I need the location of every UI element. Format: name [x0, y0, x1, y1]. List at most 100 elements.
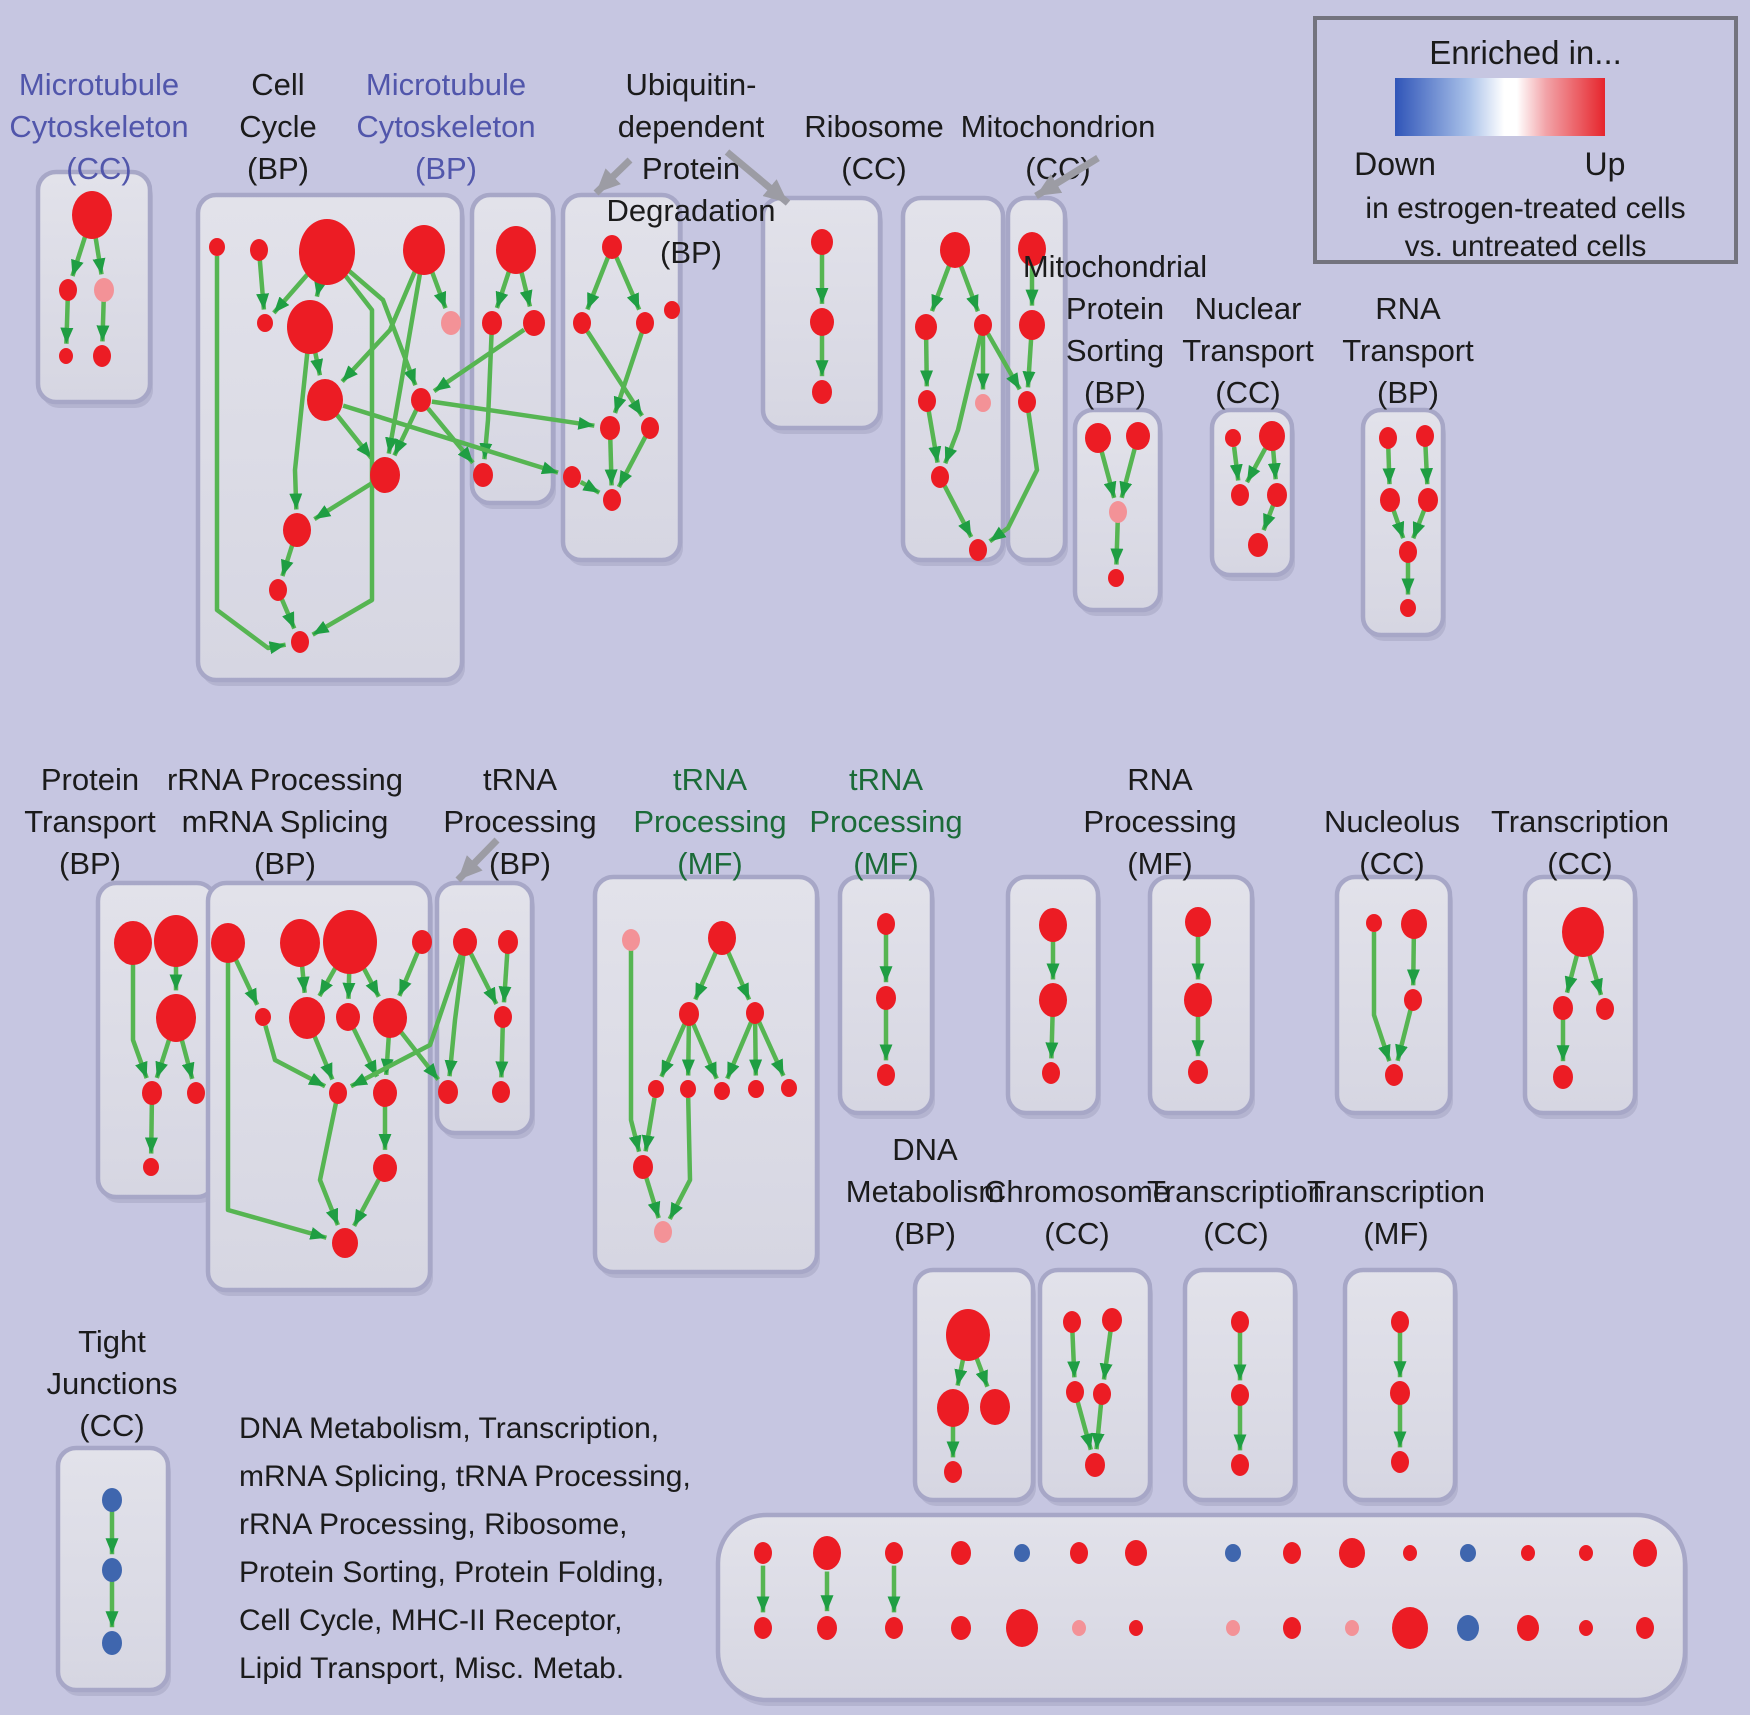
edge-mt-cc-0: [70, 234, 88, 277]
node-tight-junctions-bj2: [102, 1558, 122, 1582]
node-cell-cycle-cc9: [411, 388, 431, 412]
node-cell-cycle-cc2: [250, 239, 268, 261]
node-rrna-processing-q5: [255, 1008, 271, 1026]
misc-node-bottom-12: [1457, 1615, 1479, 1641]
node-rna-transport-rt5: [1399, 541, 1417, 563]
misc-node-top-13: [1521, 1545, 1535, 1561]
legend-up-label: Up: [1584, 146, 1626, 182]
node-mt-cc-mc2: [59, 279, 77, 301]
node-protein-transport-p2: [154, 915, 198, 967]
group-label-nucleolus-line2: (CC): [1359, 846, 1424, 881]
group-label-dna-metabolism-line2: Metabolism: [846, 1174, 1005, 1209]
misc-node-top-6: [1070, 1542, 1088, 1564]
node-trna-mf-large-g4: [746, 1002, 764, 1024]
edge-rna-transport-0: [1382, 447, 1396, 485]
node-trna-mf-small-s3: [877, 1064, 895, 1086]
edge-protein-transport-4: [144, 1103, 158, 1154]
node-transcription-cc-row3-z2: [1231, 1384, 1249, 1406]
node-ubiquitin-1-u8: [603, 489, 621, 511]
legend-box: Enriched in... Down Up in estrogen-treat…: [1313, 16, 1738, 264]
edge-cell-cycle-1: [256, 259, 270, 310]
group-box-transcription-cc-row2: [1522, 874, 1638, 1116]
node-transcription-cc-row2-tc2: [1553, 996, 1573, 1020]
node-nuclear-transport-nt4: [1267, 483, 1287, 507]
group-label-mito-sorting-line1: Mitochondrial: [1023, 249, 1207, 284]
misc-node-bottom-4: [951, 1616, 971, 1640]
node-protein-transport-p5: [187, 1082, 205, 1104]
edge-ubiquitin-1-6: [579, 479, 601, 495]
node-ribosome-r3: [974, 314, 992, 336]
edge-cell-cycle-0: [214, 256, 287, 655]
edge-trna-mf-large-6: [749, 1022, 763, 1076]
edge-cell-cycle-12: [313, 481, 373, 522]
group-label-dna-metabolism-line1: DNA: [892, 1132, 958, 1167]
group-label-cell-cycle-line1: Cell: [251, 67, 304, 102]
group-label-transcription-mf-line1: Transcription: [1307, 1174, 1485, 1209]
edge-cell-cycle-8: [310, 350, 324, 376]
misc-node-top-5: [1014, 1544, 1030, 1562]
edge-rrna-processing-13: [225, 961, 327, 1240]
node-mt-bp-m4: [473, 463, 493, 487]
node-ribosome-r7: [969, 539, 987, 561]
group-label-nucleolus-line1: Nucleolus: [1324, 804, 1460, 839]
misc-node-top-7: [1125, 1540, 1147, 1566]
group-label-trna-mf-small-line3: (MF): [853, 846, 918, 881]
node-ubiquitin-1-u2: [573, 312, 591, 334]
node-transcription-cc-row3-z3: [1231, 1454, 1249, 1476]
group-label-ribosome-line2: (CC): [841, 151, 906, 186]
node-ribosome-r5: [975, 394, 991, 412]
node-rrna-processing-q1: [211, 923, 245, 963]
edge-rna-transport-1: [1420, 445, 1434, 485]
edge-ubiquitin-1-4: [604, 438, 618, 486]
node-protein-transport-p6: [143, 1158, 159, 1176]
edge-cell-cycle-11: [392, 408, 419, 457]
group-label-trna-mf-large-line3: (MF): [677, 846, 742, 881]
edge-trna-bp-2: [495, 1026, 509, 1078]
group-label-protein-transport-line2: Transport: [24, 804, 156, 839]
node-rna-proc-a-a1: [1039, 908, 1067, 942]
edge-cell-cycle-9: [289, 350, 310, 510]
node-transcription-cc-row2-tc1: [1562, 907, 1604, 957]
edge-nuclear-transport-0: [1229, 446, 1243, 481]
edge-rrna-processing-7: [312, 1034, 335, 1081]
node-mito-sorting-ms3: [1109, 501, 1127, 523]
group-label-trna-bp-line1: tRNA: [483, 762, 557, 797]
group-label-transcription-mf-line2: (MF): [1363, 1216, 1428, 1251]
misc-cluster-caption: DNA Metabolism, Transcription, mRNA Spli…: [239, 1405, 691, 1693]
edge-rrna-processing-2: [317, 965, 339, 998]
caption-line-1: DNA Metabolism, Transcription,: [239, 1412, 660, 1445]
node-tight-junctions-bj1: [102, 1488, 122, 1512]
group-box-mt-bp: [469, 192, 556, 506]
node-rrna-processing-q6: [289, 997, 325, 1039]
group-label-transcription-cc-row2-line2: (CC): [1547, 846, 1612, 881]
node-trna-bp-t1: [453, 928, 477, 956]
edge-trna-mf-large-2: [659, 1023, 687, 1078]
misc-node-bottom-7: [1129, 1620, 1143, 1636]
group-label-ubiquitin-1-line3: Protein: [642, 151, 740, 186]
misc-node-top-9: [1283, 1542, 1301, 1564]
node-protein-transport-p4: [142, 1081, 162, 1105]
misc-node-bottom-3: [885, 1617, 903, 1639]
group-label-ubiquitin-1-line5: (BP): [660, 235, 722, 270]
edge-trna-mf-large-8: [628, 950, 642, 1153]
group-label-ribosome-line1: Ribosome: [804, 109, 944, 144]
edge-mt-bp-2: [479, 333, 494, 460]
edge-rrna-processing-11: [352, 1178, 381, 1227]
node-mt-bp-m1: [496, 226, 536, 274]
node-mt-cc-mc4: [59, 348, 73, 364]
misc-node-bottom-10: [1345, 1620, 1359, 1636]
node-ubiquitin-1-u3: [636, 312, 654, 334]
misc-node-top-1: [754, 1542, 772, 1564]
edge-nucleolus-0: [1371, 932, 1392, 1062]
edge-ribosome-1: [958, 264, 980, 313]
node-transcription-cc-row3-z1: [1231, 1311, 1249, 1333]
edge-ubiquitin-1-2: [585, 330, 644, 417]
group-label-rna-proc-b-line3: (MF): [1127, 846, 1192, 881]
node-trna-mf-large-g7: [714, 1082, 730, 1100]
node-mt-cc-mc1: [72, 191, 112, 239]
group-label-mito-sorting-line2: Protein: [1066, 291, 1164, 326]
edge-cell-cycle-5: [429, 269, 448, 309]
edge-mt-cc-2: [60, 299, 74, 344]
node-rrna-processing-q12: [332, 1228, 358, 1258]
group-label-nuclear-transport-line3: (CC): [1215, 375, 1280, 410]
